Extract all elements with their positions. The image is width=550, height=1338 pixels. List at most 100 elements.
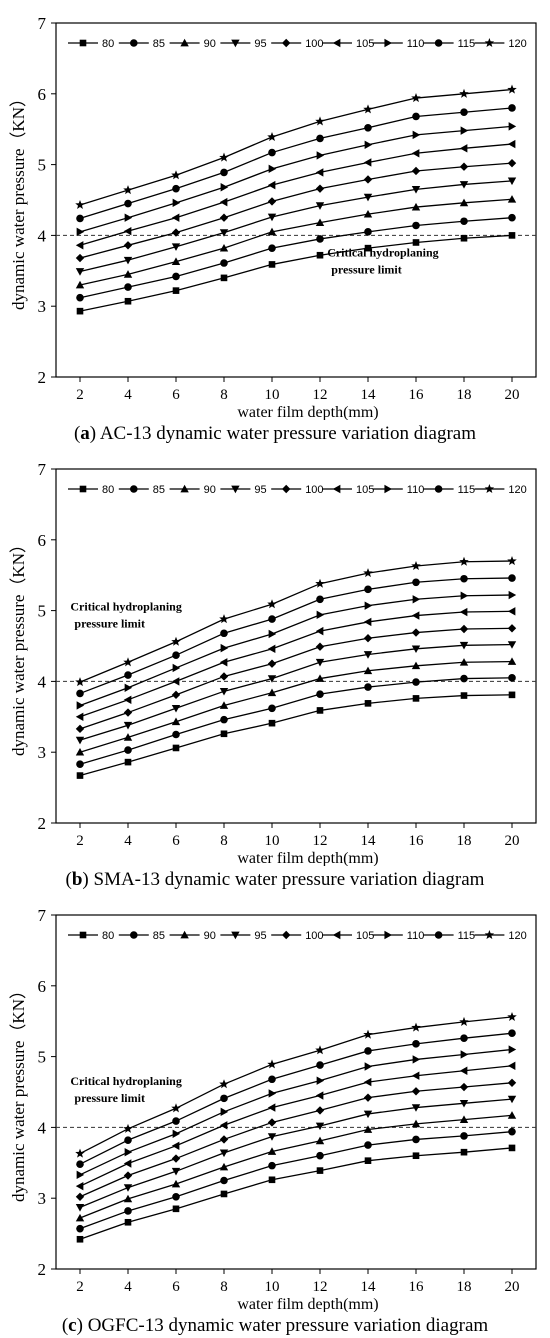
legend-label: 110 (407, 38, 425, 50)
y-tick-label: 2 (38, 814, 47, 833)
data-point (364, 140, 373, 149)
figure-panel-b: 2 3 4 5 6 7 2 4 6 8 10 12 14 16 18 20 water film depth(m… (0, 446, 550, 892)
chart-b: 2 3 4 5 6 7 2 4 6 8 10 12 14 16 18 20 water film depth(m… (9, 460, 537, 866)
data-point (171, 1141, 180, 1151)
series-90 (75, 657, 517, 756)
x-tick-label: 20 (505, 833, 520, 849)
data-point (76, 689, 84, 698)
legend-label: 120 (508, 930, 526, 942)
data-point (460, 217, 468, 226)
data-point (460, 574, 468, 583)
data-point (460, 1148, 468, 1156)
y-tick-label: 3 (38, 297, 47, 316)
data-point (364, 1062, 373, 1071)
data-point (507, 556, 517, 566)
series-line (79, 234, 513, 312)
series-95 (75, 1095, 517, 1212)
data-point (411, 93, 421, 103)
data-point (411, 561, 421, 571)
data-point (412, 678, 420, 686)
data-point (172, 272, 180, 281)
legend-label: 85 (153, 38, 165, 50)
legend-marker (484, 38, 495, 48)
data-point (507, 1111, 517, 1119)
data-point (123, 185, 133, 195)
data-point (411, 149, 420, 158)
data-point (76, 1170, 85, 1180)
x-tick-label: 6 (172, 1279, 180, 1295)
series-100 (75, 158, 517, 263)
legend-marker (231, 931, 240, 940)
legend-marker (332, 38, 341, 48)
data-point (411, 166, 421, 176)
series-line (79, 677, 513, 765)
data-point (507, 624, 517, 633)
data-point (364, 244, 372, 252)
caption-letter: a (80, 423, 90, 444)
data-point (267, 1147, 277, 1155)
x-tick-label: 16 (409, 1279, 425, 1295)
data-point (315, 168, 324, 177)
data-point (316, 610, 325, 620)
data-point (508, 1144, 516, 1152)
data-point (220, 730, 228, 738)
data-point (172, 287, 180, 294)
data-point (364, 700, 372, 707)
legend-label: 100 (305, 484, 323, 496)
series-line (79, 198, 513, 286)
data-point (460, 234, 468, 242)
legend-label: 115 (458, 38, 476, 50)
data-point (76, 307, 84, 315)
data-point (412, 1135, 420, 1144)
data-point (411, 1087, 421, 1096)
data-point (459, 1099, 469, 1108)
data-point (124, 671, 132, 679)
y-axis-label: dynamic water pressure（KN） (9, 536, 28, 756)
data-point (363, 666, 373, 675)
data-point (508, 691, 516, 699)
data-point (75, 712, 84, 721)
data-point (268, 1075, 276, 1084)
x-tick-label: 2 (76, 387, 84, 403)
data-point (76, 1235, 84, 1243)
legend-marker (282, 930, 291, 940)
legend-marker (434, 485, 443, 493)
data-point (460, 1034, 468, 1042)
data-point (220, 168, 228, 177)
data-point (75, 1181, 84, 1191)
y-axis-label: dynamic water pressure（KN） (9, 90, 28, 310)
data-point (219, 614, 229, 624)
legend-label: 110 (407, 930, 425, 942)
data-point (171, 1179, 181, 1188)
data-point (171, 1167, 181, 1176)
data-point (123, 657, 133, 667)
x-tick-label: 10 (265, 833, 280, 849)
legend-marker (332, 484, 341, 494)
series-80 (76, 1144, 516, 1243)
data-point (507, 1061, 516, 1071)
legend-label: 95 (254, 930, 266, 942)
data-point (507, 657, 517, 665)
data-point (268, 615, 276, 623)
data-point (459, 181, 469, 189)
data-point (460, 1132, 468, 1140)
data-point (411, 611, 420, 620)
legend-marker (434, 39, 443, 47)
data-point (76, 760, 84, 769)
y-tick-label: 7 (38, 14, 47, 33)
data-point (459, 1016, 469, 1026)
x-tick-label: 4 (124, 833, 132, 849)
data-point (315, 116, 325, 126)
series-line (79, 1082, 513, 1198)
data-point (220, 259, 228, 267)
data-point (267, 599, 277, 609)
x-axis-label: water film depth(mm) (237, 1296, 378, 1312)
data-point (171, 690, 181, 700)
x-tick-label: 8 (220, 833, 228, 849)
data-point (459, 1082, 469, 1092)
legend-marker (384, 38, 392, 48)
legend-marker (231, 39, 240, 48)
data-point (459, 556, 469, 566)
data-point (364, 1141, 372, 1149)
series-line (79, 180, 513, 273)
